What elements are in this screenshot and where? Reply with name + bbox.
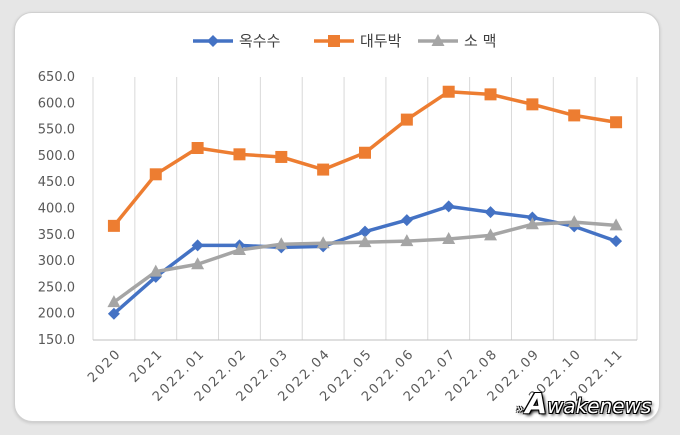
data-point-square <box>568 109 581 122</box>
watermark-initial: A <box>525 387 548 420</box>
data-point-square <box>149 168 162 181</box>
y-tick-label: 350.0 <box>38 228 75 243</box>
data-point-square <box>317 163 330 176</box>
data-point-triangle <box>274 237 288 250</box>
data-point-triangle <box>400 234 414 247</box>
data-point-triangle <box>358 235 372 248</box>
series-lines <box>107 85 623 320</box>
data-point-square <box>484 88 497 101</box>
data-point-diamond <box>484 206 497 219</box>
data-point-square <box>328 35 340 47</box>
data-point-triangle <box>149 264 163 277</box>
data-point-diamond <box>400 214 413 227</box>
y-tick-label: 600.0 <box>38 96 75 111</box>
data-point-triangle <box>191 257 205 270</box>
legend-label: 대두박 <box>360 32 402 50</box>
axes: 150.0 200.0 250.0 300.0 350.0 400.0 450.0 500.0… <box>38 70 637 405</box>
y-tick-label: 400.0 <box>38 202 75 217</box>
y-tick-label: 450.0 <box>38 175 75 190</box>
data-point-diamond <box>359 225 371 238</box>
series-line <box>112 89 618 228</box>
data-point-diamond <box>191 239 204 252</box>
data-point-square <box>359 146 371 159</box>
data-point-diamond <box>207 35 219 47</box>
data-point-triangle <box>107 295 121 308</box>
data-point-square <box>275 150 288 163</box>
y-tick-label: 300.0 <box>38 254 75 269</box>
data-point-square <box>526 98 539 111</box>
data-point-triangle <box>484 228 498 241</box>
data-point-square <box>400 113 413 126</box>
data-point-diamond <box>610 235 623 248</box>
y-tick-label: 650.0 <box>38 70 75 85</box>
x-tick-label: 2020 <box>85 346 125 386</box>
data-point-diamond <box>107 307 120 320</box>
line-chart: 150.0 200.0 250.0 300.0 350.0 400.0 450.0 500.0… <box>38 32 638 405</box>
data-point-square <box>191 142 204 155</box>
x-tick-label: 2021 <box>127 346 167 386</box>
data-point-square <box>610 116 623 129</box>
y-tick-label: 200.0 <box>38 307 75 322</box>
data-point-triangle <box>525 217 539 230</box>
data-point-diamond <box>442 200 455 213</box>
y-tick-label: 250.0 <box>38 280 75 295</box>
data-point-square <box>233 148 246 161</box>
data-point-triangle <box>232 243 246 256</box>
legend: 옥수수 대두박 소 맥 <box>193 32 496 50</box>
data-point-triangle <box>431 34 445 46</box>
watermark-marks: » <box>516 402 524 416</box>
watermark-logo: »Awakenews <box>516 390 652 421</box>
y-tick-label: 150.0 <box>38 333 75 348</box>
gridlines <box>92 77 638 340</box>
chart-frame: 150.0 200.0 250.0 300.0 350.0 400.0 450.0 500.0… <box>14 12 660 422</box>
watermark-text: wakenews <box>547 394 652 418</box>
data-point-square <box>107 219 120 232</box>
data-point-triangle <box>316 236 330 249</box>
legend-label: 소 맥 <box>464 32 496 50</box>
data-point-triangle <box>567 215 581 228</box>
data-point-square <box>442 85 455 98</box>
data-point-triangle <box>609 218 623 231</box>
data-point-triangle <box>442 232 456 245</box>
legend-label: 옥수수 <box>239 32 280 50</box>
y-tick-label: 500.0 <box>38 149 75 164</box>
y-tick-label: 550.0 <box>38 123 75 138</box>
